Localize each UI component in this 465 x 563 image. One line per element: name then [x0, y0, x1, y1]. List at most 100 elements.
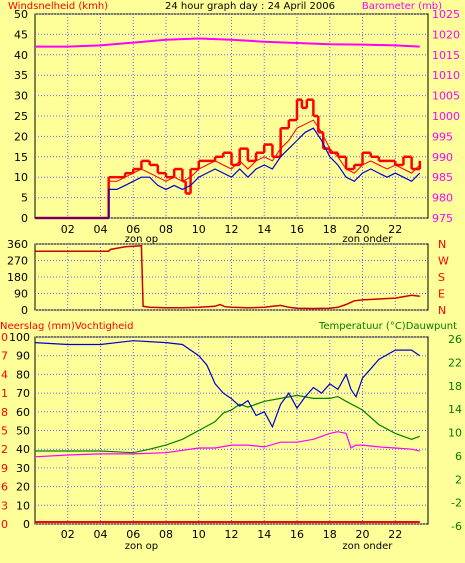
climate-panel-x-tick: 14 [257, 528, 271, 541]
chart-title: 24 hour graph day : 24 April 2006 [165, 1, 335, 12]
climate-panel-x-tick: 12 [225, 528, 239, 541]
temperature-line [35, 394, 421, 454]
rain-y-tick: 3 [1, 499, 8, 512]
direction-y-tick: 180 [7, 271, 28, 284]
direction-y-tick: 0 [21, 304, 28, 317]
wind-panel-x-tick: 12 [225, 223, 239, 236]
barometer-y-tick: 1020 [432, 28, 460, 41]
average-wind-line [35, 127, 421, 219]
wind-y-tick: 5 [21, 192, 28, 205]
rain-y-tick: 0 [1, 518, 8, 531]
humidity-y-tick: 100 [9, 331, 30, 344]
temperature-y-tick: 6 [455, 450, 462, 463]
climate-panel-x-tick: 08 [159, 528, 173, 541]
barometer-y-tick: 980 [432, 192, 453, 205]
climate-panel-x-tick: 06 [126, 528, 140, 541]
direction-y-tick: 360 [7, 238, 28, 251]
humidity-y-tick: 40 [16, 443, 30, 456]
barometer-axis-label: Barometer (mb) [362, 1, 442, 12]
temp-dew-axis-label: Temperatuur (°C)Dauwpunt [318, 321, 457, 332]
temperature-y-tick: -6 [451, 520, 462, 533]
compass-y-tick: E [438, 288, 445, 301]
climate-panel-x-tick: 16 [290, 528, 304, 541]
rain-y-tick: 21 [0, 387, 8, 400]
wind-panel-x-tick: 22 [388, 223, 402, 236]
temperature-y-tick: 14 [448, 403, 462, 416]
humidity-y-tick: 50 [16, 425, 30, 438]
dewpoint-line [34, 431, 420, 458]
barometer-y-tick: 985 [432, 171, 453, 184]
wind-direction-line [35, 245, 420, 310]
temperature-y-tick: 2 [455, 473, 462, 486]
rain-y-tick: 18 [0, 406, 8, 419]
compass-y-tick: S [438, 271, 445, 284]
compass-y-tick: W [438, 255, 449, 268]
barometer-y-tick: 995 [432, 130, 453, 143]
wind-y-tick: 30 [14, 90, 28, 103]
climate-panel-x-tick: 22 [388, 528, 402, 541]
humidity-y-tick: 30 [16, 462, 30, 475]
humidity-y-tick: 20 [16, 481, 30, 494]
sunset-label: zon onder [342, 234, 393, 245]
rain-humidity-axis-label: Neerslag (mm)Vochtigheid [0, 321, 134, 332]
wind-panel-x-tick: 06 [126, 223, 140, 236]
wind-y-tick: 35 [14, 69, 28, 82]
barometer-y-tick: 975 [432, 212, 453, 225]
sunrise-label: zon op [125, 541, 158, 552]
wind-y-tick: 45 [14, 28, 28, 41]
wind-panel-x-tick: 04 [94, 223, 108, 236]
wind-y-tick: 15 [14, 151, 28, 164]
humidity-y-tick: 0 [23, 518, 30, 531]
sunrise-label: zon op [125, 234, 158, 245]
compass-y-tick: N [438, 304, 446, 317]
temperature-y-tick: 26 [448, 333, 462, 346]
climate-panel-x-tick: 02 [61, 528, 75, 541]
wind-panel-x-tick: 16 [290, 223, 304, 236]
wind-panel-x-tick: 02 [61, 223, 75, 236]
wind-speed-line [35, 119, 421, 219]
rain-y-tick: 24 [0, 368, 8, 381]
barometer-y-tick: 1010 [432, 69, 460, 82]
temperature-y-tick: 18 [448, 380, 462, 393]
barometer-y-tick: 1005 [432, 90, 460, 103]
humidity-y-tick: 70 [16, 387, 30, 400]
barometer-y-tick: 990 [432, 151, 453, 164]
humidity-y-tick: 60 [16, 406, 30, 419]
rain-y-tick: 15 [0, 425, 8, 438]
temperature-y-tick: 10 [448, 427, 462, 440]
rain-y-tick: 12 [0, 443, 8, 456]
direction-y-tick: 90 [14, 288, 28, 301]
wind-y-tick: 20 [14, 130, 28, 143]
barometer-y-tick: 1015 [432, 49, 460, 62]
rain-y-tick: 30 [0, 331, 8, 344]
barometer-line [35, 37, 420, 48]
climate-panel-x-tick: 10 [192, 528, 206, 541]
humidity-line [34, 340, 421, 429]
rain-y-tick: 9 [1, 462, 8, 475]
temperature-y-tick: 22 [448, 356, 462, 369]
rain-y-tick: 27 [0, 350, 8, 363]
wind-y-tick: 10 [14, 171, 28, 184]
wind-axis-label: Windsnelheid (kmh) [8, 1, 108, 12]
compass-y-tick: N [438, 238, 446, 251]
temperature-y-tick: -2 [451, 497, 462, 510]
wind-y-tick: 0 [21, 212, 28, 225]
wind-panel-x-tick: 18 [323, 223, 337, 236]
barometer-y-tick: 1025 [432, 8, 460, 21]
humidity-y-tick: 90 [16, 350, 30, 363]
wind-panel-x-tick: 20 [356, 223, 370, 236]
wind-panel-x-tick: 08 [159, 223, 173, 236]
wind-y-tick: 50 [14, 8, 28, 21]
climate-panel-x-tick: 18 [323, 528, 337, 541]
rain-y-tick: 6 [1, 481, 8, 494]
wind-panel-x-tick: 14 [257, 223, 271, 236]
barometer-y-tick: 1000 [432, 110, 460, 123]
humidity-y-tick: 10 [16, 499, 30, 512]
wind-panel-x-tick: 10 [192, 223, 206, 236]
climate-panel-x-tick: 04 [94, 528, 108, 541]
sunset-label: zon onder [342, 541, 393, 552]
direction-y-tick: 270 [7, 255, 28, 268]
climate-panel-x-tick: 20 [356, 528, 370, 541]
wind-y-tick: 25 [14, 110, 28, 123]
